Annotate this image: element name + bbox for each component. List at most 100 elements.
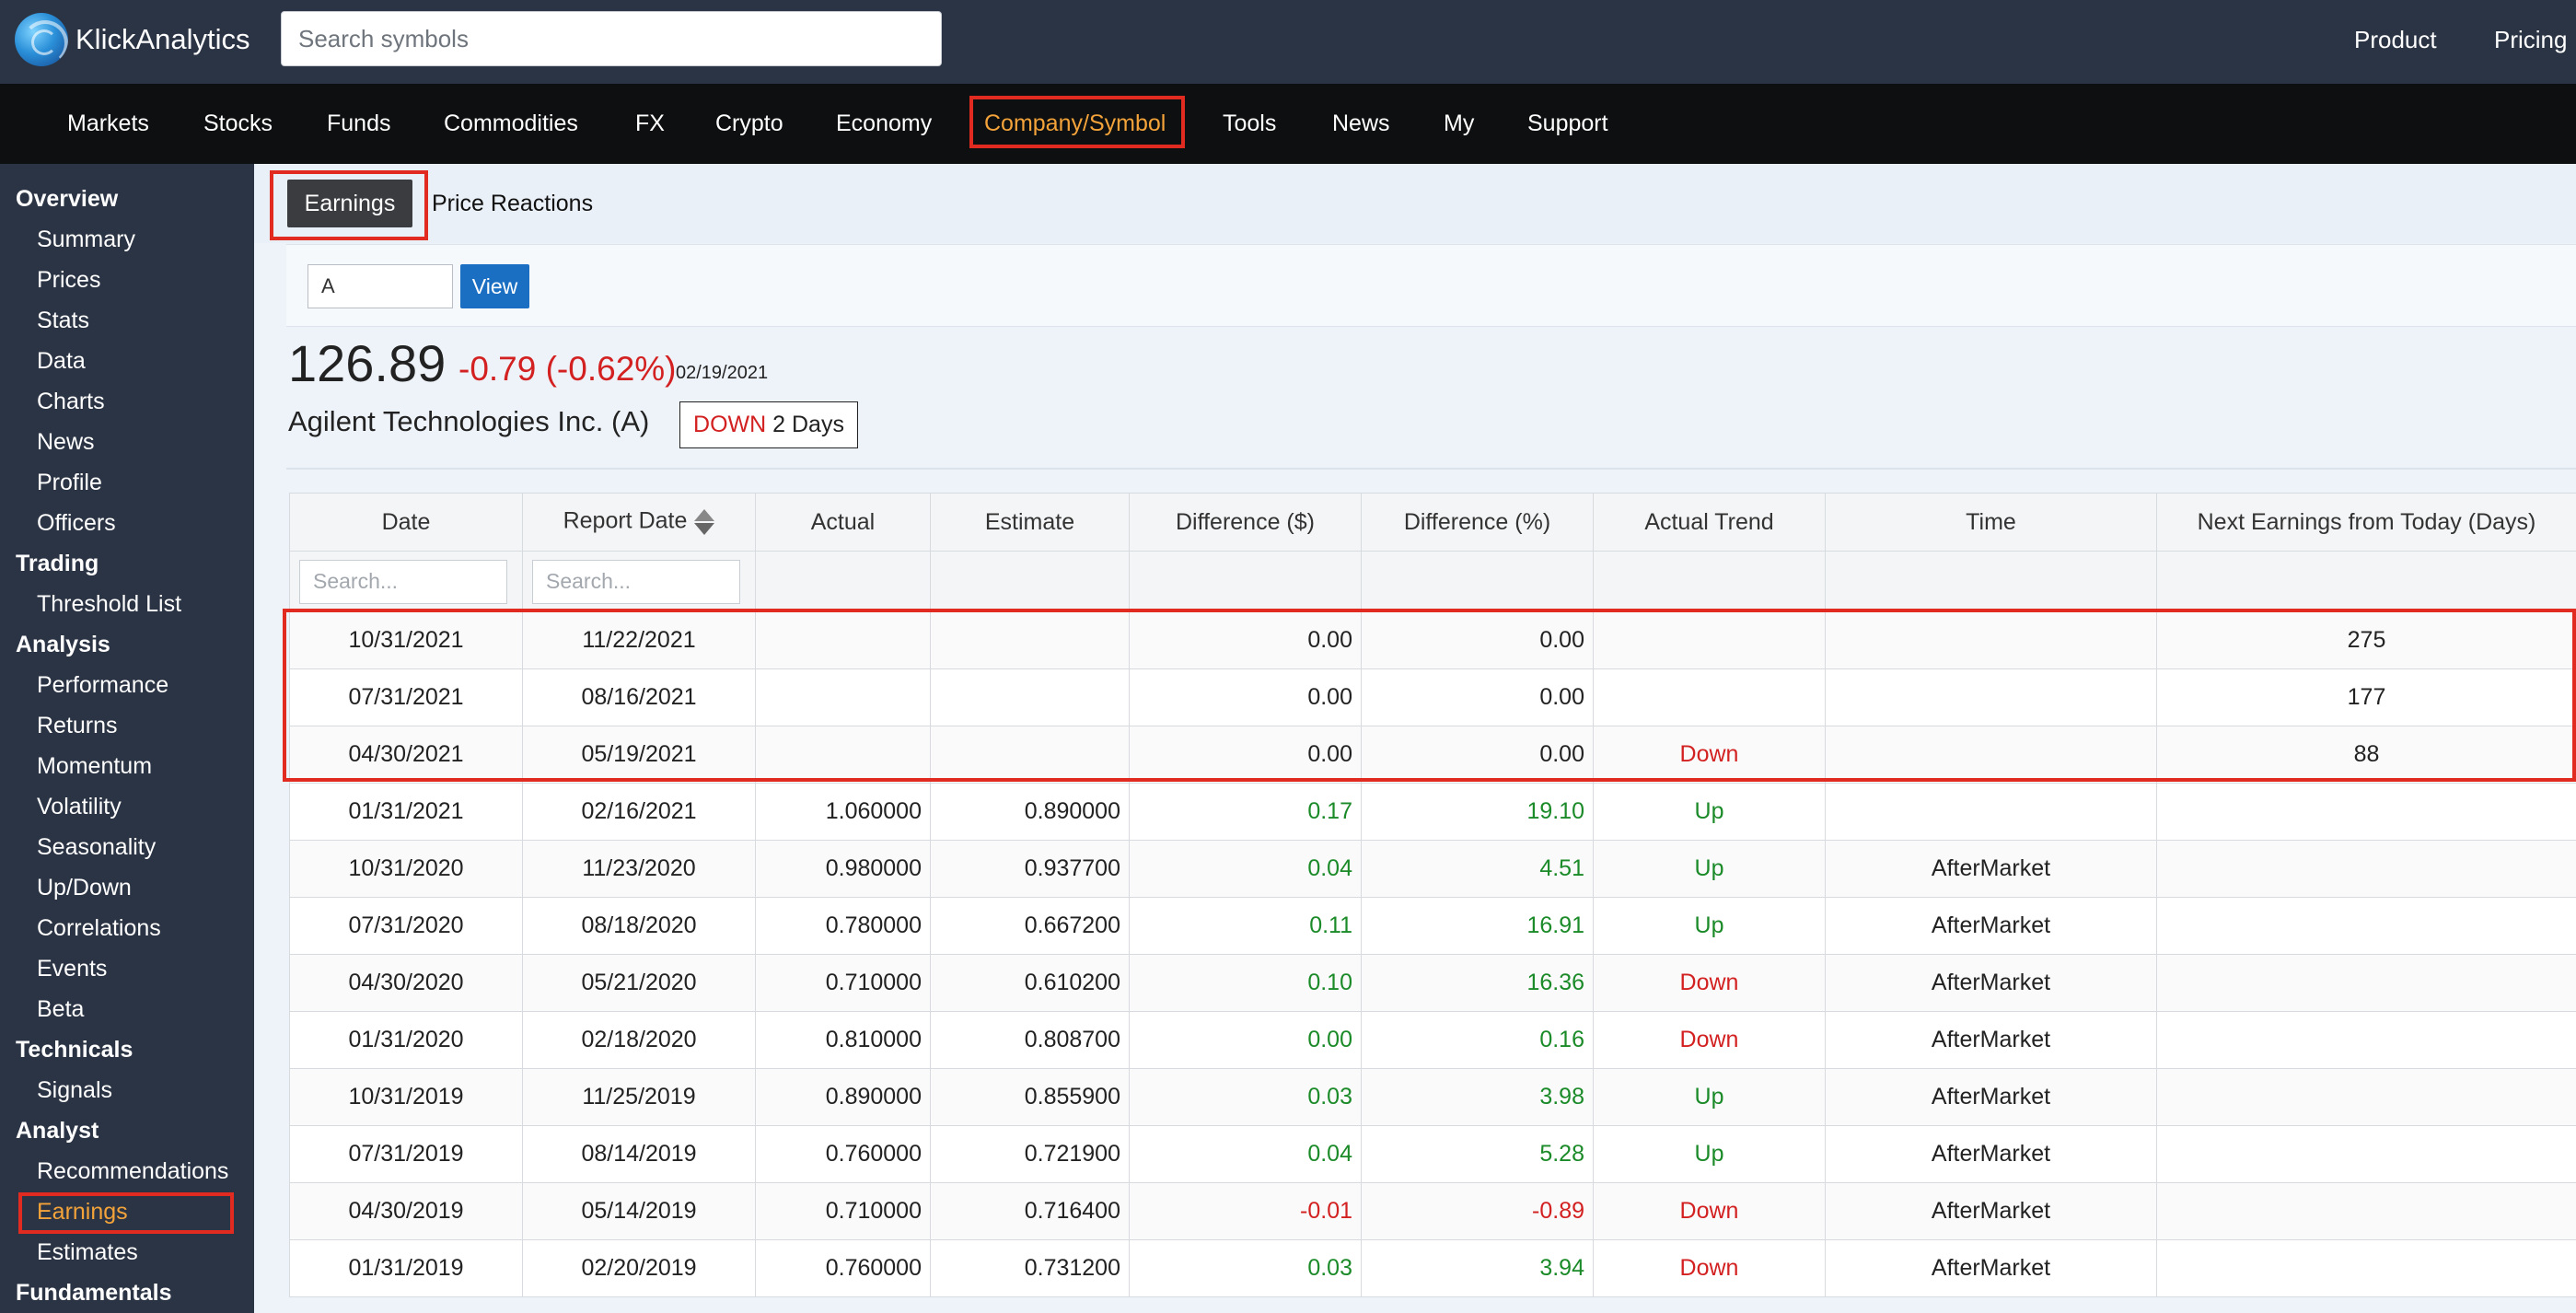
nav-stocks[interactable]: Stocks — [203, 110, 273, 136]
nav-fx[interactable]: FX — [635, 110, 665, 136]
report-date-cell: 11/23/2020 — [522, 840, 756, 898]
tab-price-reactions[interactable]: Price Reactions — [432, 191, 594, 216]
date-filter-input[interactable] — [299, 559, 507, 604]
sidebar-item-beta[interactable]: Beta — [37, 996, 85, 1022]
top-header: KlickAnalytics Product Pricing — [0, 0, 2576, 84]
sidebar-heading-analysis[interactable]: Analysis — [16, 632, 110, 657]
table-row[interactable]: 04/30/2021 05/19/2021 0.00 0.00 Down 88 — [289, 726, 2576, 784]
sidebar-item-recommendations[interactable]: Recommendations — [37, 1158, 229, 1184]
sidebar-item-charts[interactable]: Charts — [37, 389, 105, 414]
nav-economy[interactable]: Economy — [836, 110, 933, 136]
actual-trend-cell: Down — [1593, 1011, 1826, 1069]
sidebar-heading-analyst[interactable]: Analyst — [16, 1118, 99, 1144]
difference-usd-cell: 0.04 — [1129, 1125, 1362, 1183]
col-actual[interactable]: Actual — [755, 493, 931, 552]
sidebar-item-returns[interactable]: Returns — [37, 713, 118, 738]
report-date-filter-input[interactable] — [532, 559, 740, 604]
sidebar-item-events[interactable]: Events — [37, 956, 108, 982]
sidebar-item-performance[interactable]: Performance — [37, 672, 169, 698]
difference-usd-cell: 0.03 — [1129, 1068, 1362, 1126]
date-cell: 01/31/2021 — [289, 783, 523, 841]
pricing-link[interactable]: Pricing — [2494, 26, 2568, 53]
time-cell: AfterMarket — [1825, 1068, 2157, 1126]
nav-support[interactable]: Support — [1527, 110, 1608, 136]
sidebar-item-up-down[interactable]: Up/Down — [37, 875, 132, 901]
sidebar-item-signals[interactable]: Signals — [37, 1077, 112, 1103]
sidebar-active-highlight — [18, 1192, 234, 1234]
table-row[interactable]: 10/31/2020 11/23/2020 0.980000 0.937700 0.04… — [289, 840, 2576, 898]
sidebar-item-estimates[interactable]: Estimates — [37, 1239, 138, 1265]
sidebar-heading-fundamentals[interactable]: Fundamentals — [16, 1280, 172, 1306]
next-earnings-cell — [2156, 1182, 2576, 1240]
actual-trend-cell: Down — [1593, 1182, 1826, 1240]
table-row[interactable]: 10/31/2019 11/25/2019 0.890000 0.855900 0.03… — [289, 1068, 2576, 1126]
sidebar-item-summary[interactable]: Summary — [37, 227, 135, 252]
col-next-earnings[interactable]: Next Earnings from Today (Days) — [2156, 493, 2576, 552]
sidebar-item-correlations[interactable]: Correlations — [37, 915, 161, 941]
table-row[interactable]: 07/31/2020 08/18/2020 0.780000 0.667200 0.11… — [289, 897, 2576, 955]
nav-crypto[interactable]: Crypto — [715, 110, 783, 136]
product-link[interactable]: Product — [2354, 26, 2437, 53]
filter-cell — [1825, 551, 2157, 612]
sidebar-heading-technicals[interactable]: Technicals — [16, 1037, 133, 1063]
table-row[interactable]: 07/31/2019 08/14/2019 0.760000 0.721900 0.04… — [289, 1125, 2576, 1183]
sidebar-item-prices[interactable]: Prices — [37, 267, 101, 293]
nav-commodities[interactable]: Commodities — [444, 110, 578, 136]
sidebar-heading-trading[interactable]: Trading — [16, 551, 99, 576]
table-row[interactable]: 01/31/2021 02/16/2021 1.060000 0.890000 0.17… — [289, 783, 2576, 841]
actual-cell — [755, 611, 931, 669]
table-row[interactable]: 04/30/2020 05/21/2020 0.710000 0.610200 0.10… — [289, 954, 2576, 1012]
sidebar — [0, 164, 254, 1313]
estimate-cell: 0.731200 — [930, 1239, 1130, 1297]
sidebar-item-profile[interactable]: Profile — [37, 470, 102, 495]
sidebar-item-earnings[interactable]: Earnings — [37, 1199, 128, 1225]
col-difference-usd[interactable]: Difference ($) — [1129, 493, 1362, 552]
col-time[interactable]: Time — [1825, 493, 2157, 552]
report-date-cell: 02/18/2020 — [522, 1011, 756, 1069]
brand-logo[interactable]: KlickAnalytics — [15, 13, 250, 66]
col-report-date[interactable]: Report Date — [522, 493, 756, 552]
nav-tools[interactable]: Tools — [1223, 110, 1277, 136]
sidebar-heading-overview[interactable]: Overview — [16, 186, 119, 212]
filter-cell — [2156, 551, 2576, 612]
sort-icon[interactable] — [694, 507, 715, 537]
nav-funds[interactable]: Funds — [327, 110, 391, 136]
sidebar-item-stats[interactable]: Stats — [37, 308, 89, 333]
sidebar-item-volatility[interactable]: Volatility — [37, 794, 122, 819]
symbol-search-input[interactable] — [281, 11, 942, 66]
table-row[interactable]: 01/31/2019 02/20/2019 0.760000 0.731200 0.03… — [289, 1239, 2576, 1297]
sidebar-item-officers[interactable]: Officers — [37, 510, 116, 536]
view-button[interactable]: View — [460, 264, 529, 308]
col-difference-pct[interactable]: Difference (%) — [1361, 493, 1594, 552]
col-report-date-label: Report Date — [563, 507, 688, 534]
table-row[interactable]: 07/31/2021 08/16/2021 0.00 0.00 177 — [289, 668, 2576, 726]
report-date-cell: 02/16/2021 — [522, 783, 756, 841]
difference-pct-cell: 4.51 — [1361, 840, 1594, 898]
col-date[interactable]: Date — [289, 493, 523, 552]
sidebar-item-momentum[interactable]: Momentum — [37, 753, 153, 779]
sidebar-item-seasonality[interactable]: Seasonality — [37, 834, 157, 860]
estimate-cell: 0.855900 — [930, 1068, 1130, 1126]
table-row[interactable]: 10/31/2021 11/22/2021 0.00 0.00 275 — [289, 611, 2576, 669]
nav-markets[interactable]: Markets — [67, 110, 149, 136]
time-cell — [1825, 726, 2157, 784]
next-earnings-cell — [2156, 897, 2576, 955]
sidebar-item-news[interactable]: News — [37, 429, 95, 455]
sidebar-item-data[interactable]: Data — [37, 348, 86, 374]
table-row[interactable]: 01/31/2020 02/18/2020 0.810000 0.808700 0.00… — [289, 1011, 2576, 1069]
col-estimate[interactable]: Estimate — [930, 493, 1130, 552]
col-actual-trend[interactable]: Actual Trend — [1593, 493, 1826, 552]
table-row[interactable]: 04/30/2019 05/14/2019 0.710000 0.716400 -0.0… — [289, 1182, 2576, 1240]
symbol-input[interactable] — [307, 264, 453, 308]
nav-my[interactable]: My — [1444, 110, 1475, 136]
estimate-cell — [930, 726, 1130, 784]
time-cell: AfterMarket — [1825, 897, 2157, 955]
tab-earnings[interactable]: Earnings — [287, 180, 412, 227]
difference-usd-cell: 0.00 — [1129, 668, 1362, 726]
time-cell: AfterMarket — [1825, 840, 2157, 898]
date-cell: 01/31/2020 — [289, 1011, 523, 1069]
estimate-cell: 0.716400 — [930, 1182, 1130, 1240]
nav-company-symbol[interactable]: Company/Symbol — [984, 110, 1166, 136]
nav-news[interactable]: News — [1332, 110, 1390, 136]
sidebar-item-threshold-list[interactable]: Threshold List — [37, 591, 182, 617]
